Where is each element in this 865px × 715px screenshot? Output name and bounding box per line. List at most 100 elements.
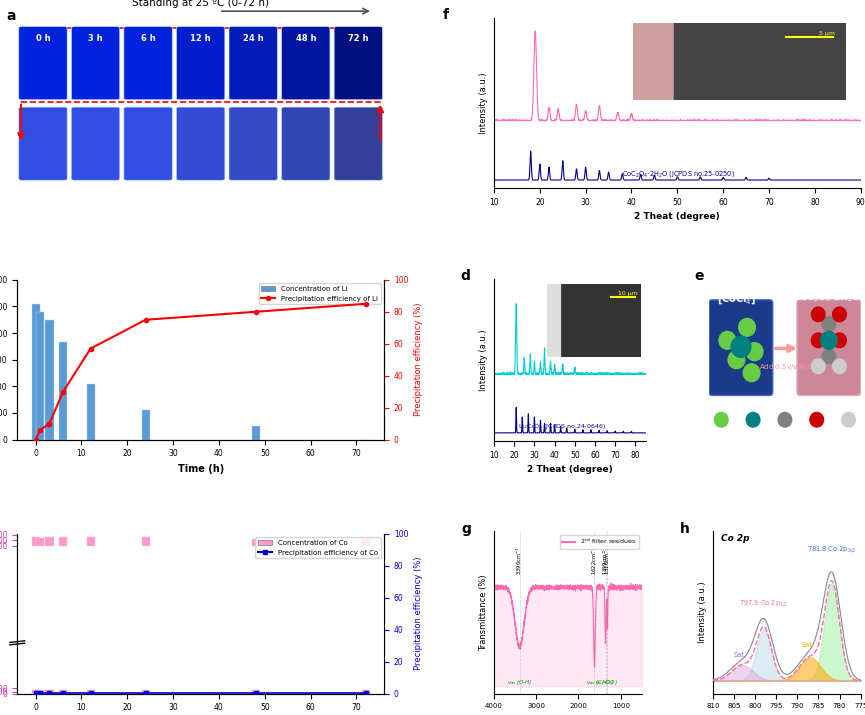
Circle shape — [822, 349, 836, 364]
FancyBboxPatch shape — [124, 107, 172, 180]
Text: 1316cm$^{-1}$: 1316cm$^{-1}$ — [603, 546, 612, 575]
Circle shape — [743, 364, 760, 382]
Text: H: H — [846, 428, 851, 436]
Y-axis label: Intensity (a.u.): Intensity (a.u.) — [698, 582, 708, 644]
Y-axis label: Precipitation efficiency (%): Precipitation efficiency (%) — [413, 557, 423, 671]
Bar — [142, 538, 150, 694]
Bar — [142, 410, 150, 440]
Bar — [45, 320, 54, 440]
FancyBboxPatch shape — [282, 26, 330, 99]
Circle shape — [810, 413, 823, 427]
Bar — [252, 538, 260, 694]
FancyBboxPatch shape — [176, 26, 225, 99]
Legend: Concentration of Li, Precipitation efficiency of Li: Concentration of Li, Precipitation effic… — [259, 283, 381, 305]
Text: Co 2p: Co 2p — [721, 533, 750, 543]
Text: $\nu_{as}$ (C=O): $\nu_{as}$ (C=O) — [586, 679, 613, 687]
Text: Sat.: Sat. — [801, 642, 814, 648]
Text: a: a — [6, 9, 16, 24]
Text: CoC$_2$O$_4$·2H$_2$O: CoC$_2$O$_4$·2H$_2$O — [794, 292, 861, 304]
FancyBboxPatch shape — [797, 300, 861, 395]
FancyBboxPatch shape — [71, 26, 119, 99]
Circle shape — [842, 413, 855, 427]
Bar — [59, 342, 67, 440]
Text: $\nu_s$ (C-O): $\nu_s$ (C-O) — [595, 679, 618, 687]
Text: 48 h: 48 h — [296, 34, 316, 42]
Circle shape — [811, 307, 825, 322]
X-axis label: 2 Theat (degree): 2 Theat (degree) — [527, 465, 612, 474]
Text: Sat.: Sat. — [734, 652, 746, 659]
FancyBboxPatch shape — [334, 107, 382, 180]
Bar — [59, 537, 67, 694]
Y-axis label: Intensity (a.u.): Intensity (a.u.) — [479, 329, 489, 390]
Text: Cl: Cl — [718, 428, 725, 436]
Y-axis label: Intensity (a.u.): Intensity (a.u.) — [479, 72, 489, 134]
Bar — [36, 538, 44, 694]
Text: 6 h: 6 h — [141, 34, 156, 42]
Text: 3396cm$^{-1}$: 3396cm$^{-1}$ — [515, 546, 524, 575]
FancyBboxPatch shape — [282, 107, 330, 180]
Bar — [362, 538, 369, 694]
Bar — [252, 426, 260, 440]
Bar — [86, 384, 95, 440]
Text: [CoCl$_4$]$^{2-}$: [CoCl$_4$]$^{2-}$ — [717, 292, 768, 307]
Bar — [45, 537, 54, 694]
Circle shape — [811, 333, 825, 347]
Bar — [17, 546, 402, 686]
Text: CoC$_2$O$_4$·2H$_2$O (JCPDS no.25-0250): CoC$_2$O$_4$·2H$_2$O (JCPDS no.25-0250) — [622, 169, 735, 179]
FancyBboxPatch shape — [19, 26, 67, 99]
Y-axis label: Transmittance (%): Transmittance (%) — [479, 574, 489, 651]
Circle shape — [821, 331, 837, 349]
Legend: 2$^{nd}$ filter residues: 2$^{nd}$ filter residues — [560, 535, 638, 549]
Circle shape — [719, 331, 735, 349]
Text: Add 0.5v/v H$_2$O: Add 0.5v/v H$_2$O — [759, 363, 814, 373]
Bar — [31, 304, 40, 440]
Text: C: C — [782, 428, 787, 436]
Text: f: f — [443, 8, 449, 21]
Text: 24 h: 24 h — [243, 34, 264, 42]
Text: 781.8 Co 2p$_{3/2}$: 781.8 Co 2p$_{3/2}$ — [807, 544, 856, 555]
Bar — [36, 312, 44, 440]
Circle shape — [728, 351, 745, 369]
FancyBboxPatch shape — [71, 107, 119, 180]
X-axis label: 2 Theat (degree): 2 Theat (degree) — [634, 212, 721, 222]
Circle shape — [778, 413, 791, 427]
FancyBboxPatch shape — [124, 26, 172, 99]
Circle shape — [833, 307, 846, 322]
Circle shape — [746, 342, 763, 360]
Text: d: d — [461, 269, 471, 283]
Text: h: h — [680, 522, 690, 536]
Legend: Concentration of Co, Precipitation efficiency of Co: Concentration of Co, Precipitation effic… — [255, 537, 381, 558]
Circle shape — [714, 413, 728, 427]
Bar — [86, 537, 95, 694]
FancyBboxPatch shape — [229, 26, 278, 99]
Text: Li$_2$C$_2$O$_4$ (JCPDS no.24-0646): Li$_2$C$_2$O$_4$ (JCPDS no.24-0646) — [518, 422, 606, 431]
FancyBboxPatch shape — [176, 107, 225, 180]
Circle shape — [811, 359, 825, 373]
Text: e: e — [694, 269, 703, 283]
Circle shape — [833, 359, 846, 373]
Y-axis label: Precipitation efficiency (%): Precipitation efficiency (%) — [413, 303, 423, 416]
Text: Standing at 25 ºC (0-72 h): Standing at 25 ºC (0-72 h) — [132, 0, 269, 8]
Text: 12 h: 12 h — [190, 34, 211, 42]
Text: 72 h: 72 h — [348, 34, 368, 42]
Circle shape — [731, 336, 751, 358]
Text: 3 h: 3 h — [88, 34, 103, 42]
FancyBboxPatch shape — [709, 300, 772, 395]
Text: $\nu_{as}$ (O-H): $\nu_{as}$ (O-H) — [507, 679, 532, 687]
Text: g: g — [461, 522, 471, 536]
Text: O: O — [814, 428, 820, 436]
Text: 1622cm$^{-1}$: 1622cm$^{-1}$ — [590, 546, 599, 575]
Text: 797.9 Co 2p$_{1/2}$: 797.9 Co 2p$_{1/2}$ — [740, 598, 789, 609]
Circle shape — [822, 317, 836, 331]
Text: Co: Co — [748, 428, 758, 436]
Bar — [31, 538, 40, 694]
FancyBboxPatch shape — [229, 107, 278, 180]
Circle shape — [746, 413, 760, 427]
FancyBboxPatch shape — [334, 26, 382, 99]
X-axis label: Time (h): Time (h) — [177, 464, 224, 474]
Circle shape — [739, 318, 755, 336]
Text: 1359cm$^{-1}$: 1359cm$^{-1}$ — [601, 546, 610, 575]
Text: 0 h: 0 h — [35, 34, 50, 42]
Circle shape — [833, 333, 846, 347]
FancyBboxPatch shape — [19, 107, 67, 180]
